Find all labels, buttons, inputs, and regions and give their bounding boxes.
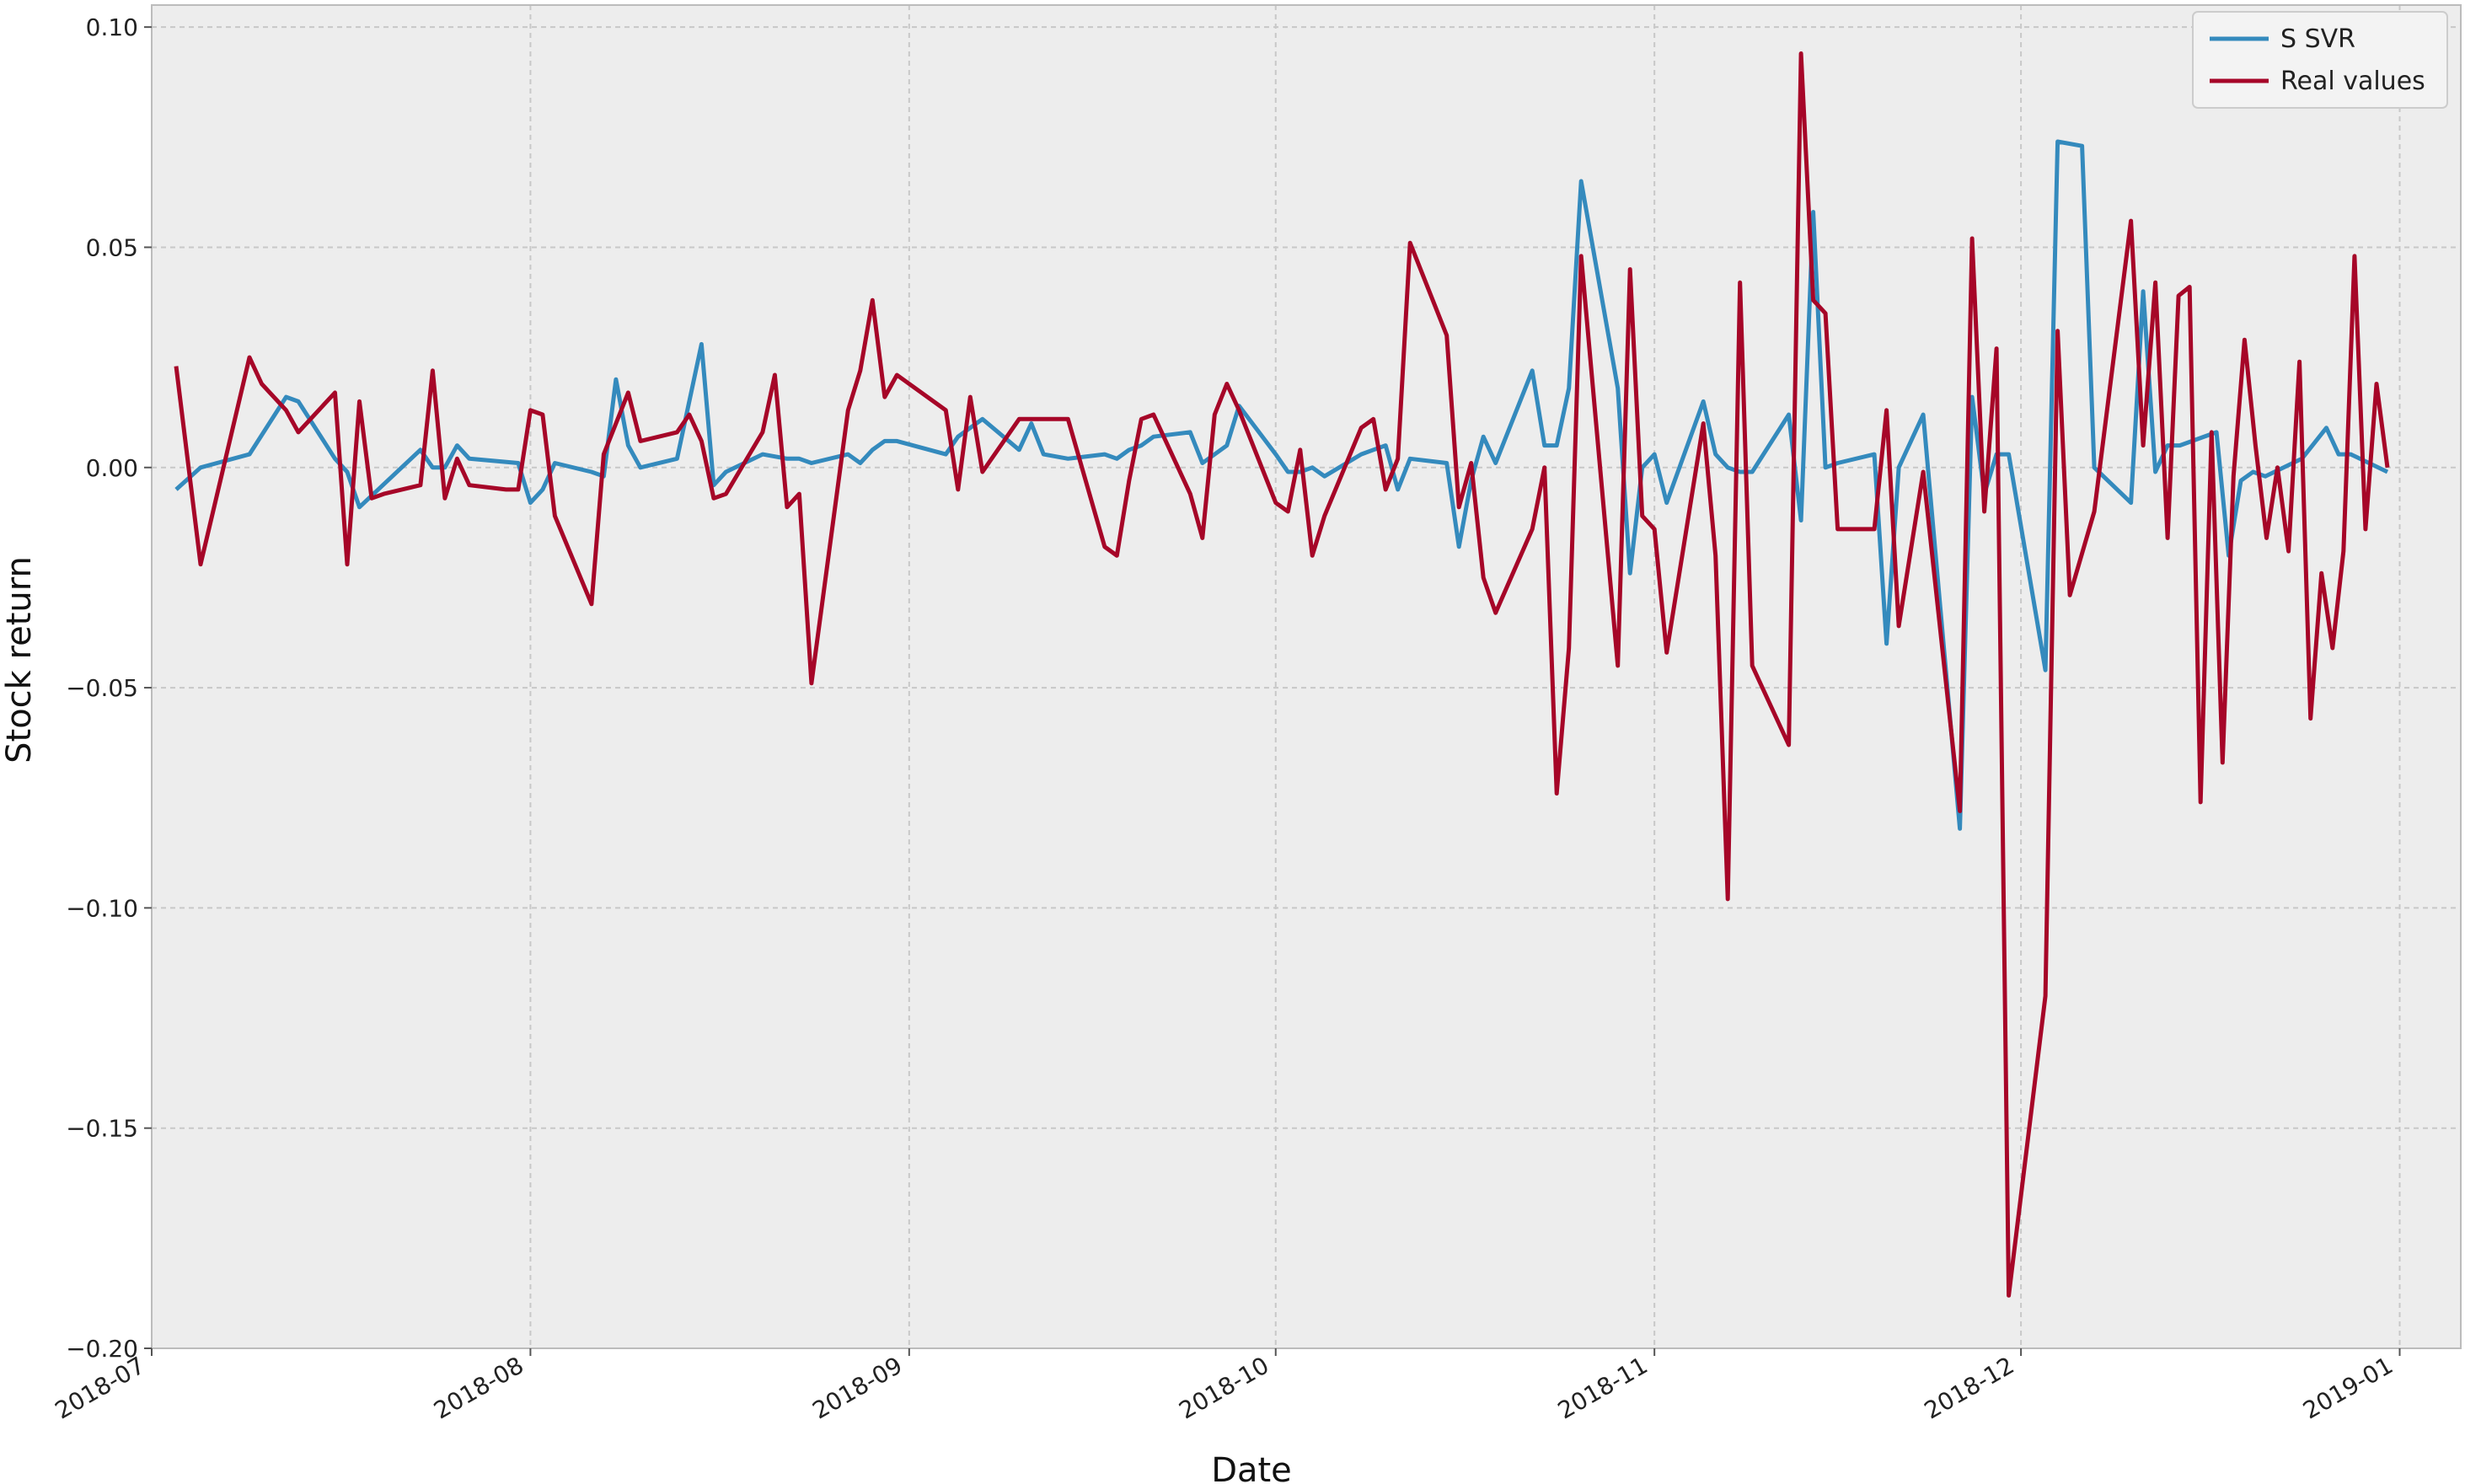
x-tick-label: 2018-11 (1553, 1351, 1653, 1424)
plot-area (152, 5, 2461, 1348)
y-tick-label: −0.10 (66, 894, 138, 922)
x-tick-label: 2018-08 (429, 1351, 528, 1424)
y-tick-label: −0.05 (66, 674, 138, 702)
legend-label: Real values (2280, 67, 2425, 96)
x-tick-label: 2019-01 (2298, 1351, 2398, 1424)
y-tick-label: 0.00 (86, 454, 138, 482)
legend-box (2192, 11, 2448, 109)
y-tick-label: 0.05 (86, 233, 138, 261)
x-tick-label: 2018-09 (808, 1351, 908, 1424)
y-tick-label: −0.15 (66, 1115, 138, 1143)
x-axis-ticks: 2018-07 2018-08 2018-09 2018-10 2018-11 2018-… (51, 1348, 2401, 1425)
x-tick-label: 2018-10 (1174, 1351, 1273, 1424)
series-line-s-svr (174, 139, 2389, 831)
y-tick-label: 0.10 (86, 13, 138, 41)
y-axis-title: Stock return (0, 556, 39, 763)
x-axis-title: Date (1211, 1451, 1292, 1484)
y-axis-ticks: 0.10 0.05 0.00 −0.05 −0.10 −0.15 −0.20 (66, 13, 152, 1363)
y-tick-label: −0.20 (66, 1335, 138, 1363)
legend-label: S SVR (2280, 24, 2355, 54)
series-lines (174, 51, 2390, 1298)
legend: S SVR Real values (2192, 11, 2448, 109)
x-tick-label: 2018-12 (1920, 1351, 2019, 1424)
series-line-real-values (174, 51, 2390, 1298)
plot-frame (151, 4, 2462, 1349)
